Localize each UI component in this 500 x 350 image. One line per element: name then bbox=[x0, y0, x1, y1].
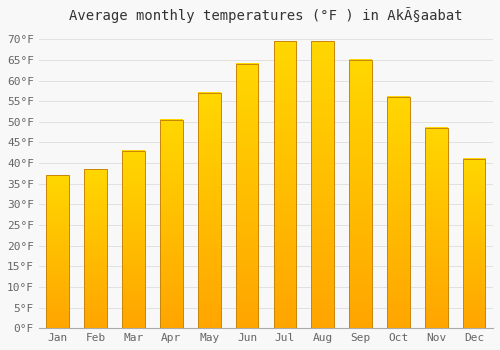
Bar bbox=[122, 151, 145, 328]
Bar bbox=[425, 128, 448, 328]
Bar bbox=[46, 175, 69, 328]
Bar bbox=[160, 120, 182, 328]
Bar bbox=[312, 41, 334, 328]
Bar bbox=[387, 97, 410, 328]
Bar bbox=[349, 60, 372, 328]
Bar bbox=[274, 41, 296, 328]
Bar bbox=[236, 64, 258, 328]
Bar bbox=[463, 159, 485, 328]
Bar bbox=[84, 169, 107, 328]
Bar bbox=[198, 93, 220, 328]
Title: Average monthly temperatures (°F ) in AkÃ§aabat: Average monthly temperatures (°F ) in Ak… bbox=[69, 7, 462, 23]
